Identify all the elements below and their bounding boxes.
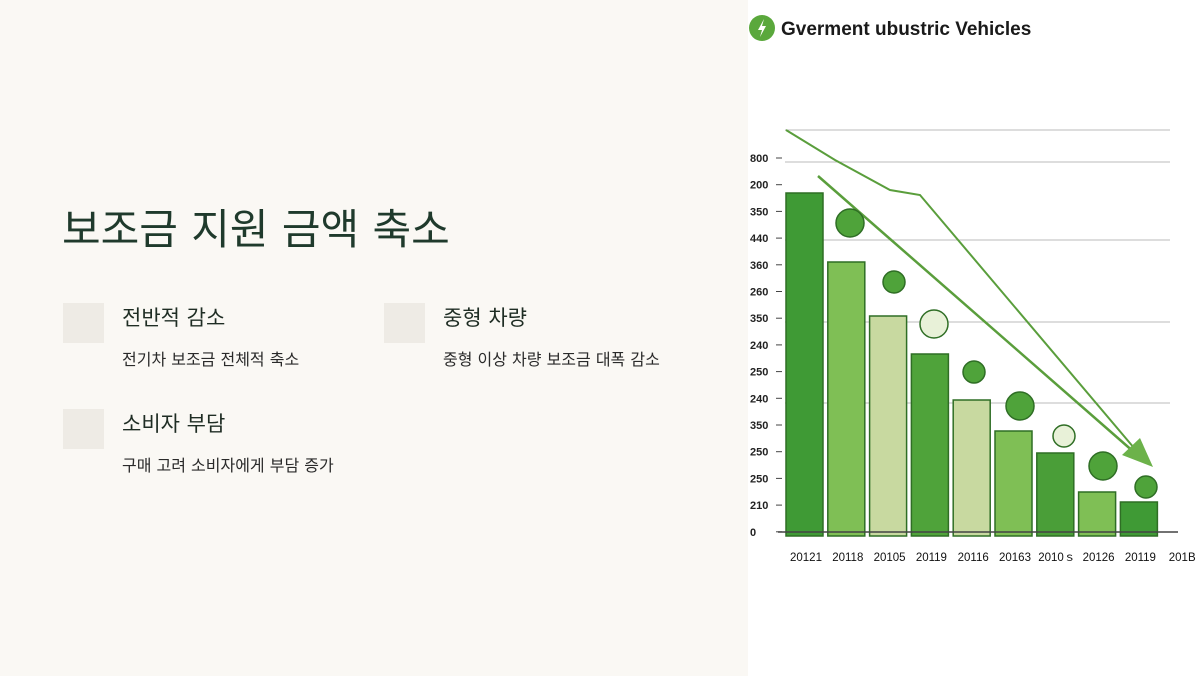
- icon: [919, 309, 949, 339]
- item-heading: 소비자 부담: [122, 412, 226, 436]
- icon: [962, 360, 986, 384]
- bar: [1119, 501, 1159, 537]
- bar: [994, 430, 1033, 537]
- y-tick-label: 350: [750, 313, 768, 325]
- item-heading: 전반적 감소: [122, 306, 226, 330]
- bar: [785, 192, 824, 537]
- y-tick-label: 240: [750, 393, 768, 405]
- y-tick-label: 440: [750, 233, 768, 245]
- y-tick-label: 350: [750, 420, 768, 432]
- y-tick-label: 200: [750, 180, 768, 192]
- x-tick-label: 20163: [999, 552, 1031, 564]
- item-heading: 중형 차량: [443, 306, 527, 330]
- y-tick-label: 250: [750, 367, 768, 379]
- trend-line: [785, 129, 1141, 456]
- x-tick-label: 20126: [1083, 552, 1115, 564]
- bars: [785, 192, 1159, 537]
- bar: [868, 315, 908, 537]
- icon: [1088, 451, 1118, 481]
- bar: [827, 261, 866, 537]
- y-tick-label: 240: [750, 340, 768, 352]
- x-tick-label: 20116: [958, 552, 989, 564]
- bolt: [758, 19, 766, 37]
- x-tick-label: 20119: [916, 552, 947, 564]
- x-tick-label: 20105: [874, 552, 906, 564]
- icon: [835, 208, 865, 238]
- bar: [1036, 452, 1075, 537]
- labels: 800 200 350 440 360 260 350 240 250 240 350 250 250 2…: [750, 153, 1196, 564]
- y-tick-label: 360: [750, 260, 768, 272]
- bar: [1077, 491, 1117, 537]
- icon: [1134, 475, 1158, 499]
- x-tick-label: 20119: [1125, 552, 1156, 564]
- car-icons: [835, 208, 1158, 499]
- icon-box: [384, 303, 425, 343]
- icon: [882, 270, 906, 294]
- y-tick-label: 0: [750, 527, 756, 539]
- y-tick-label: 350: [750, 206, 768, 218]
- icon: [1005, 391, 1035, 421]
- y-tick-label: 250: [750, 473, 768, 485]
- arrow-line: [817, 175, 1144, 461]
- x-tick-label: 20121: [790, 552, 822, 564]
- x-tick-label: 201B: [1169, 552, 1196, 564]
- icon-box: [63, 409, 104, 449]
- figure-title: Gverment ubustric Vehicles: [781, 19, 1031, 40]
- y-tick-label: 250: [750, 447, 768, 459]
- figure: Gverment ubustric Vehicles 800 200 350 440 3…: [749, 15, 1196, 564]
- icon: [1052, 424, 1076, 448]
- arrow-head: [1122, 438, 1153, 467]
- text-panel: 보조금 지원 금액 축소 전반적 감소 전기차 보조금 전체적 축소 중형 차량…: [0, 0, 748, 676]
- x-tick-label: 2010ｓ: [1038, 552, 1075, 564]
- item-text: 구매 고려 소비자에게 부담 증가: [122, 456, 334, 475]
- y-tick-label: 210: [750, 500, 768, 512]
- y-tick-label: 260: [750, 287, 768, 299]
- y-tick-label: 800: [750, 153, 768, 165]
- bar: [910, 353, 950, 537]
- slide-title: 보조금 지원 금액 축소: [62, 205, 450, 254]
- bar: [952, 399, 991, 537]
- x-tick-label: 20118: [832, 552, 863, 564]
- item-text: 중형 이상 차량 보조금 대폭 감소: [443, 350, 660, 369]
- item-text: 전기차 보조금 전체적 축소: [122, 350, 300, 369]
- icon-box: [63, 303, 104, 343]
